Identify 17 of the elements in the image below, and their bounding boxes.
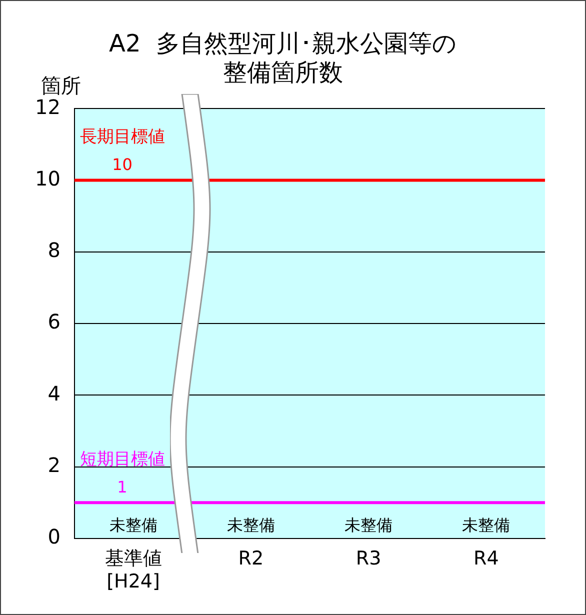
y-tick-label: 6	[48, 310, 60, 334]
x-tick-label: 基準値 [H24]	[104, 548, 162, 593]
data-label: 未整備	[344, 515, 393, 534]
x-tick-label: R2	[238, 548, 264, 570]
y-tick-label: 8	[48, 238, 60, 262]
data-label: 未整備	[109, 515, 158, 534]
x-tick-label: R3	[356, 548, 382, 570]
y-tick-label: 10	[34, 166, 60, 190]
data-label: 未整備	[462, 515, 510, 534]
ref-line-label: 長期目標値 10	[80, 127, 165, 174]
ref-line-label: 短期目標値 1	[80, 450, 165, 497]
y-tick-label: 0	[48, 524, 60, 549]
data-label: 未整備	[226, 515, 275, 534]
chart-title: A2 多自然型河川･親水公園等の整備箇所数	[109, 30, 457, 86]
y-tick-label: 2	[48, 452, 60, 477]
y-tick-label: 4	[48, 381, 60, 406]
x-tick-label: R4	[474, 548, 499, 570]
